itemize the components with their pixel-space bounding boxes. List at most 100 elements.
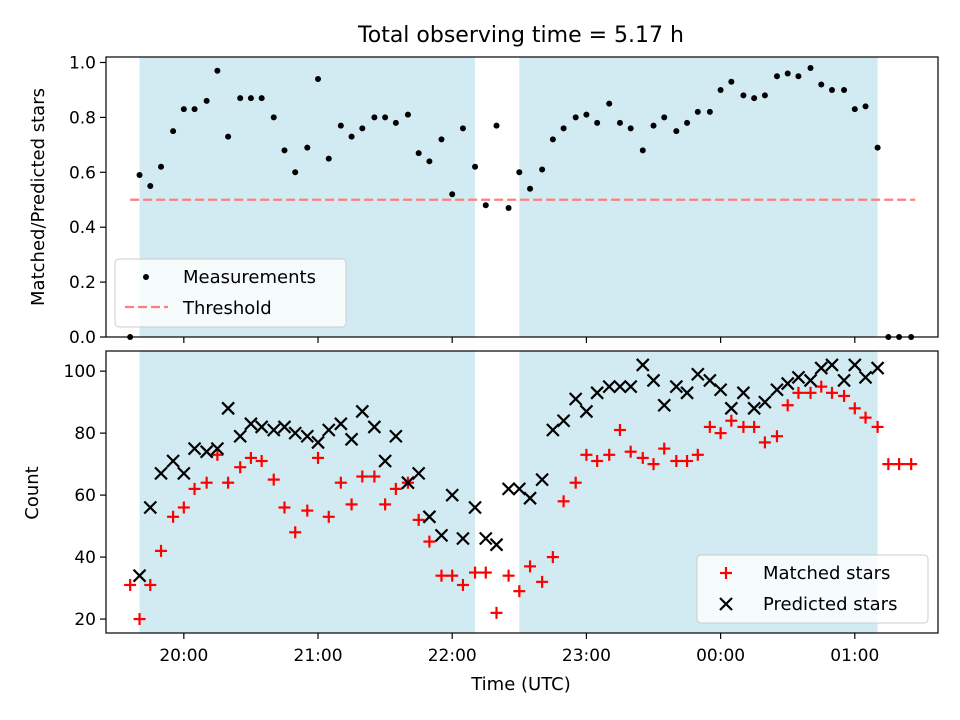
measurement-point xyxy=(560,125,567,132)
measurement-point xyxy=(527,185,534,192)
top-y-axis-label: Matched/Predicted stars xyxy=(28,88,49,306)
matched-star-point xyxy=(758,436,771,449)
matched-star-point xyxy=(770,430,783,443)
predicted-star-point xyxy=(401,475,415,490)
bottom-panel: 20 40 60 80 100 20:00 21:00 22:00 23:00 00:00 01:… xyxy=(22,350,939,695)
measurement-point xyxy=(516,169,523,176)
legend-measurements-marker xyxy=(143,274,149,280)
top-measurement-points xyxy=(127,64,915,340)
matched-star-point xyxy=(848,402,861,415)
y-tick-label: 0.4 xyxy=(69,218,96,238)
matched-star-point xyxy=(334,476,347,489)
top-x-ticks xyxy=(183,337,856,343)
predicted-star-point xyxy=(635,358,650,372)
measurement-point xyxy=(650,122,657,129)
measurement-point xyxy=(706,108,713,115)
predicted-star-point xyxy=(803,373,818,388)
measurement-point xyxy=(392,119,399,126)
predicted-star-point xyxy=(590,386,604,400)
measurement-point xyxy=(784,70,791,77)
predicted-star-point xyxy=(300,429,315,443)
measurement-point xyxy=(493,122,500,129)
matched-star-point xyxy=(580,448,593,461)
matched-star-point xyxy=(490,606,503,619)
predicted-star-point xyxy=(791,370,806,385)
measurement-point xyxy=(247,95,254,102)
predicted-star-point xyxy=(602,379,617,394)
measurement-point xyxy=(661,114,668,121)
predicted-star-point xyxy=(210,441,225,456)
measurement-point xyxy=(583,111,590,118)
measurement-point xyxy=(281,147,288,154)
predicted-star-point xyxy=(266,423,281,437)
matched-star-point xyxy=(838,389,851,402)
bottom-legend: Matched stars Predicted stars xyxy=(696,554,929,624)
measurement-point xyxy=(315,75,322,82)
measurement-point xyxy=(539,166,546,173)
matched-star-point xyxy=(446,569,459,582)
matched-star-point xyxy=(356,470,369,483)
y-tick-label: 100 xyxy=(64,362,96,382)
matched-star-point xyxy=(603,448,616,461)
top-panel: Total observing time = 5.17 h 0.00.20.40… xyxy=(28,23,939,348)
y-tick-label: 1.0 xyxy=(69,53,96,73)
matched-star-point xyxy=(513,585,526,598)
predicted-star-point xyxy=(166,454,180,468)
measurement-point xyxy=(549,136,556,143)
measurement-point xyxy=(180,106,187,113)
matched-star-point xyxy=(658,442,671,455)
predicted-star-point xyxy=(770,382,784,397)
matched-star-point xyxy=(670,455,683,468)
predicted-star-point xyxy=(713,382,728,397)
matched-star-point xyxy=(200,476,213,489)
matched-star-point xyxy=(167,510,180,523)
bottom-x-ticks: 20:00 21:00 22:00 23:00 00:00 01:00 xyxy=(159,633,879,666)
measurement-point xyxy=(606,100,613,107)
top-legend-frame xyxy=(114,258,347,328)
predicted-star-point xyxy=(355,404,370,419)
matched-star-point xyxy=(781,399,794,412)
measurement-point xyxy=(459,125,466,132)
predicted-star-point xyxy=(143,500,158,515)
predicted-star-point xyxy=(254,420,269,434)
matched-star-point xyxy=(502,569,515,582)
predicted-star-point xyxy=(233,429,247,443)
measurement-point xyxy=(639,147,646,154)
measurement-point xyxy=(136,172,143,179)
measurement-point xyxy=(158,163,165,170)
measurement-point xyxy=(684,119,691,126)
y-tick-label: 0.0 xyxy=(69,328,96,348)
predicted-star-point xyxy=(445,488,459,502)
shaded-interval-2 xyxy=(519,57,878,337)
x-tick-label: 00:00 xyxy=(696,646,745,666)
predicted-star-point xyxy=(825,358,839,372)
matched-star-point xyxy=(825,386,838,399)
matched-star-point xyxy=(681,455,694,468)
predicted-star-point xyxy=(556,413,571,428)
predicted-star-point xyxy=(724,401,739,416)
predicted-star-point xyxy=(669,379,684,394)
measurement-point xyxy=(627,125,634,132)
predicted-star-point xyxy=(703,373,717,388)
x-axis-label: Time (UTC) xyxy=(470,674,571,695)
matched-star-point xyxy=(188,482,201,495)
matched-star-point xyxy=(737,420,750,433)
measurement-point xyxy=(426,158,433,165)
predicted-star-point xyxy=(468,500,482,515)
matched-star-point xyxy=(244,451,257,464)
matched-star-point xyxy=(792,386,805,399)
predicted-star-point xyxy=(814,361,829,375)
measurement-point xyxy=(841,86,848,93)
matched-star-point xyxy=(301,504,314,517)
matched-star-point xyxy=(613,424,626,437)
matched-star-point xyxy=(725,414,738,427)
predicted-star-point xyxy=(691,367,705,382)
legend-matched-marker xyxy=(720,567,732,579)
predicted-star-point xyxy=(613,379,627,394)
matched-star-point xyxy=(177,501,190,514)
matched-star-point xyxy=(748,420,761,433)
y-tick-label: 0.2 xyxy=(69,273,96,293)
x-tick-label: 23:00 xyxy=(562,646,611,666)
measurement-point xyxy=(225,133,232,140)
